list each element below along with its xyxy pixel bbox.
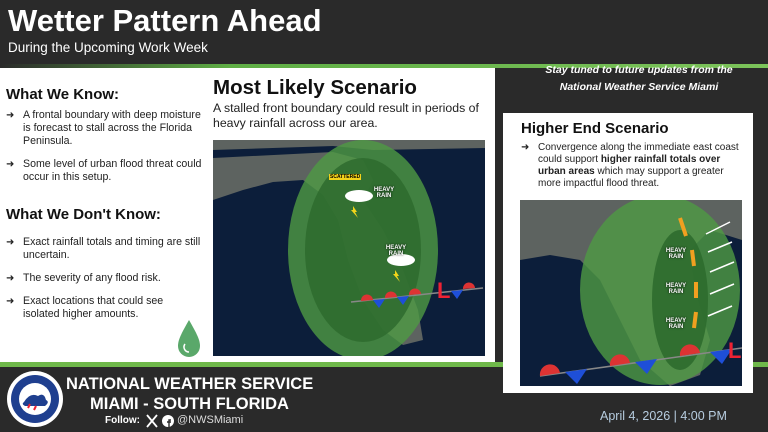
stripe: [0, 64, 768, 68]
raindrop-icon: [178, 320, 200, 357]
social-icons: [146, 414, 174, 428]
map-label: HEAVY RAIN: [385, 245, 407, 257]
stripe: [0, 362, 768, 367]
section-text: Convergence along the immediate east coa…: [521, 142, 746, 190]
list-item: A frontal boundary with deep moisture is…: [6, 109, 202, 148]
section-title: Most Likely Scenario: [213, 76, 417, 99]
subtitle: During the Upcoming Work Week: [8, 40, 208, 55]
list-item: Some level of urban flood threat could o…: [6, 158, 202, 184]
notice-line: Stay tuned to future updates from the: [545, 64, 733, 76]
list: Exact rainfall totals and timing are sti…: [6, 236, 202, 331]
map-label: SCATTERED: [329, 174, 362, 180]
map-label: HEAVY RAIN: [665, 248, 687, 260]
low-symbol: L: [437, 278, 450, 303]
heading: What We Don't Know:: [6, 206, 161, 223]
heading: What We Know:: [6, 86, 120, 103]
date: April 4, 2026 | 4:00 PM: [600, 409, 727, 423]
list-item: Exact locations that could see isolated …: [6, 295, 202, 321]
text-bold: higher rainfall totals over urban areas: [538, 154, 721, 177]
text: which may support a greater more impactf…: [538, 166, 724, 189]
map-label: HEAVY RAIN: [373, 187, 395, 199]
list-item: Exact rainfall totals and timing are sti…: [6, 236, 202, 262]
map-label: HEAVY RAIN: [665, 318, 687, 330]
map-label: HEAVY RAIN: [665, 283, 687, 295]
office-name: MIAMI - SOUTH FLORIDA: [90, 395, 289, 413]
section-title: Higher End Scenario: [521, 120, 669, 137]
title: Wetter Pattern Ahead: [8, 3, 322, 38]
org-name: NATIONAL WEATHER SERVICE: [66, 375, 314, 393]
low-symbol: L: [728, 338, 741, 363]
text: Convergence along the immediate east coa…: [538, 142, 739, 165]
section-text: A stalled front boundary could result in…: [213, 101, 479, 130]
map: L: [213, 140, 485, 356]
social-handle[interactable]: @NWSMiami: [177, 414, 244, 426]
notice: Stay tuned to future updates from the Na…: [505, 62, 768, 96]
list: A frontal boundary with deep moisture is…: [6, 109, 202, 194]
follow-label: Follow:: [105, 415, 140, 426]
list-item: The severity of any flood risk.: [6, 272, 202, 285]
map: L: [520, 200, 742, 386]
notice-line: National Weather Service Miami: [559, 81, 719, 93]
logo: [7, 371, 63, 427]
